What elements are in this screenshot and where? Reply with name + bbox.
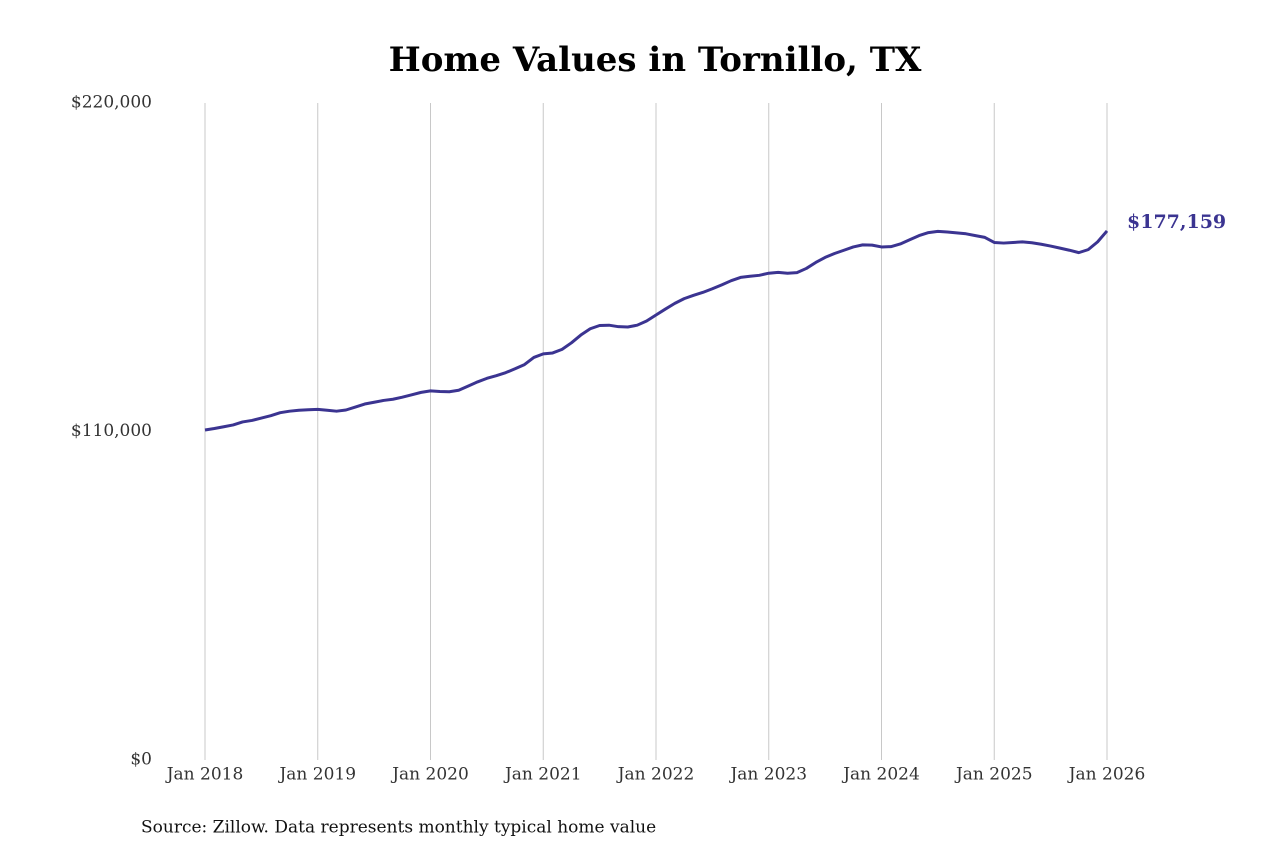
source-note: Source: Zillow. Data represents monthly … (141, 818, 656, 838)
x-tick-label: Jan 2023 (728, 765, 807, 785)
end-value-label: $177,159 (1127, 211, 1226, 233)
x-tick-label: Jan 2018 (165, 765, 244, 785)
chart-title: Home Values in Tornillo, TX (389, 40, 922, 80)
y-tick-label: $110,000 (71, 421, 152, 441)
y-tick-label: $220,000 (71, 93, 152, 113)
x-tick-label: Jan 2024 (841, 765, 920, 785)
x-tick-label: Jan 2019 (277, 765, 356, 785)
x-tick-label: Jan 2020 (390, 765, 469, 785)
x-tick-label: Jan 2026 (1067, 765, 1146, 785)
x-tick-label: Jan 2022 (616, 765, 695, 785)
x-tick-label: Jan 2025 (954, 765, 1033, 785)
line-series (204, 229, 1109, 432)
x-tick-label: Jan 2021 (503, 765, 582, 785)
y-tick-label: $0 (130, 750, 152, 770)
